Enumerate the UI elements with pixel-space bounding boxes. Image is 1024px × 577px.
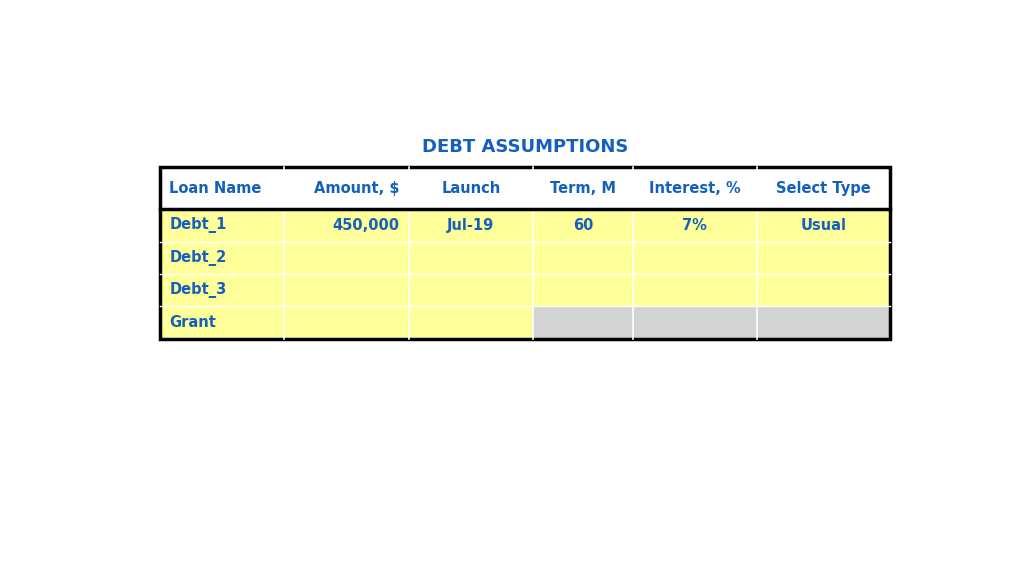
Bar [160,209,285,242]
Text: Term, M: Term, M [550,181,615,196]
Bar [409,306,534,339]
Bar [757,274,890,306]
Bar [160,306,285,339]
Bar [409,242,534,274]
Bar [534,274,633,306]
Bar [534,242,633,274]
Bar [160,167,890,339]
Bar [409,209,534,242]
Text: Interest, %: Interest, % [649,181,740,196]
Text: Launch: Launch [441,181,501,196]
Bar [285,274,409,306]
Text: Grant: Grant [169,315,216,330]
Bar [160,242,285,274]
Bar [160,167,285,209]
Bar [409,274,534,306]
Bar [534,209,633,242]
Bar [633,274,757,306]
Text: 450,000: 450,000 [332,218,399,233]
Text: Jul-19: Jul-19 [447,218,495,233]
Bar [757,209,890,242]
Text: 60: 60 [572,218,593,233]
Bar [409,167,534,209]
Text: Loan Name: Loan Name [169,181,262,196]
Bar [757,242,890,274]
Bar [285,209,409,242]
Bar [757,167,890,209]
Bar [757,306,890,339]
Bar [285,167,409,209]
Bar [534,306,633,339]
Text: Usual: Usual [801,218,847,233]
Bar [633,242,757,274]
Text: Debt_3: Debt_3 [169,282,226,298]
Text: Debt_2: Debt_2 [169,250,226,266]
Text: Amount, $: Amount, $ [313,181,399,196]
Bar [534,167,633,209]
Text: Select Type: Select Type [776,181,870,196]
Text: Debt_1: Debt_1 [169,218,226,234]
Text: DEBT ASSUMPTIONS: DEBT ASSUMPTIONS [422,138,628,156]
Bar [285,306,409,339]
Bar [633,209,757,242]
Bar [285,242,409,274]
Bar [633,167,757,209]
Text: 7%: 7% [682,218,708,233]
Bar [633,306,757,339]
Bar [160,274,285,306]
